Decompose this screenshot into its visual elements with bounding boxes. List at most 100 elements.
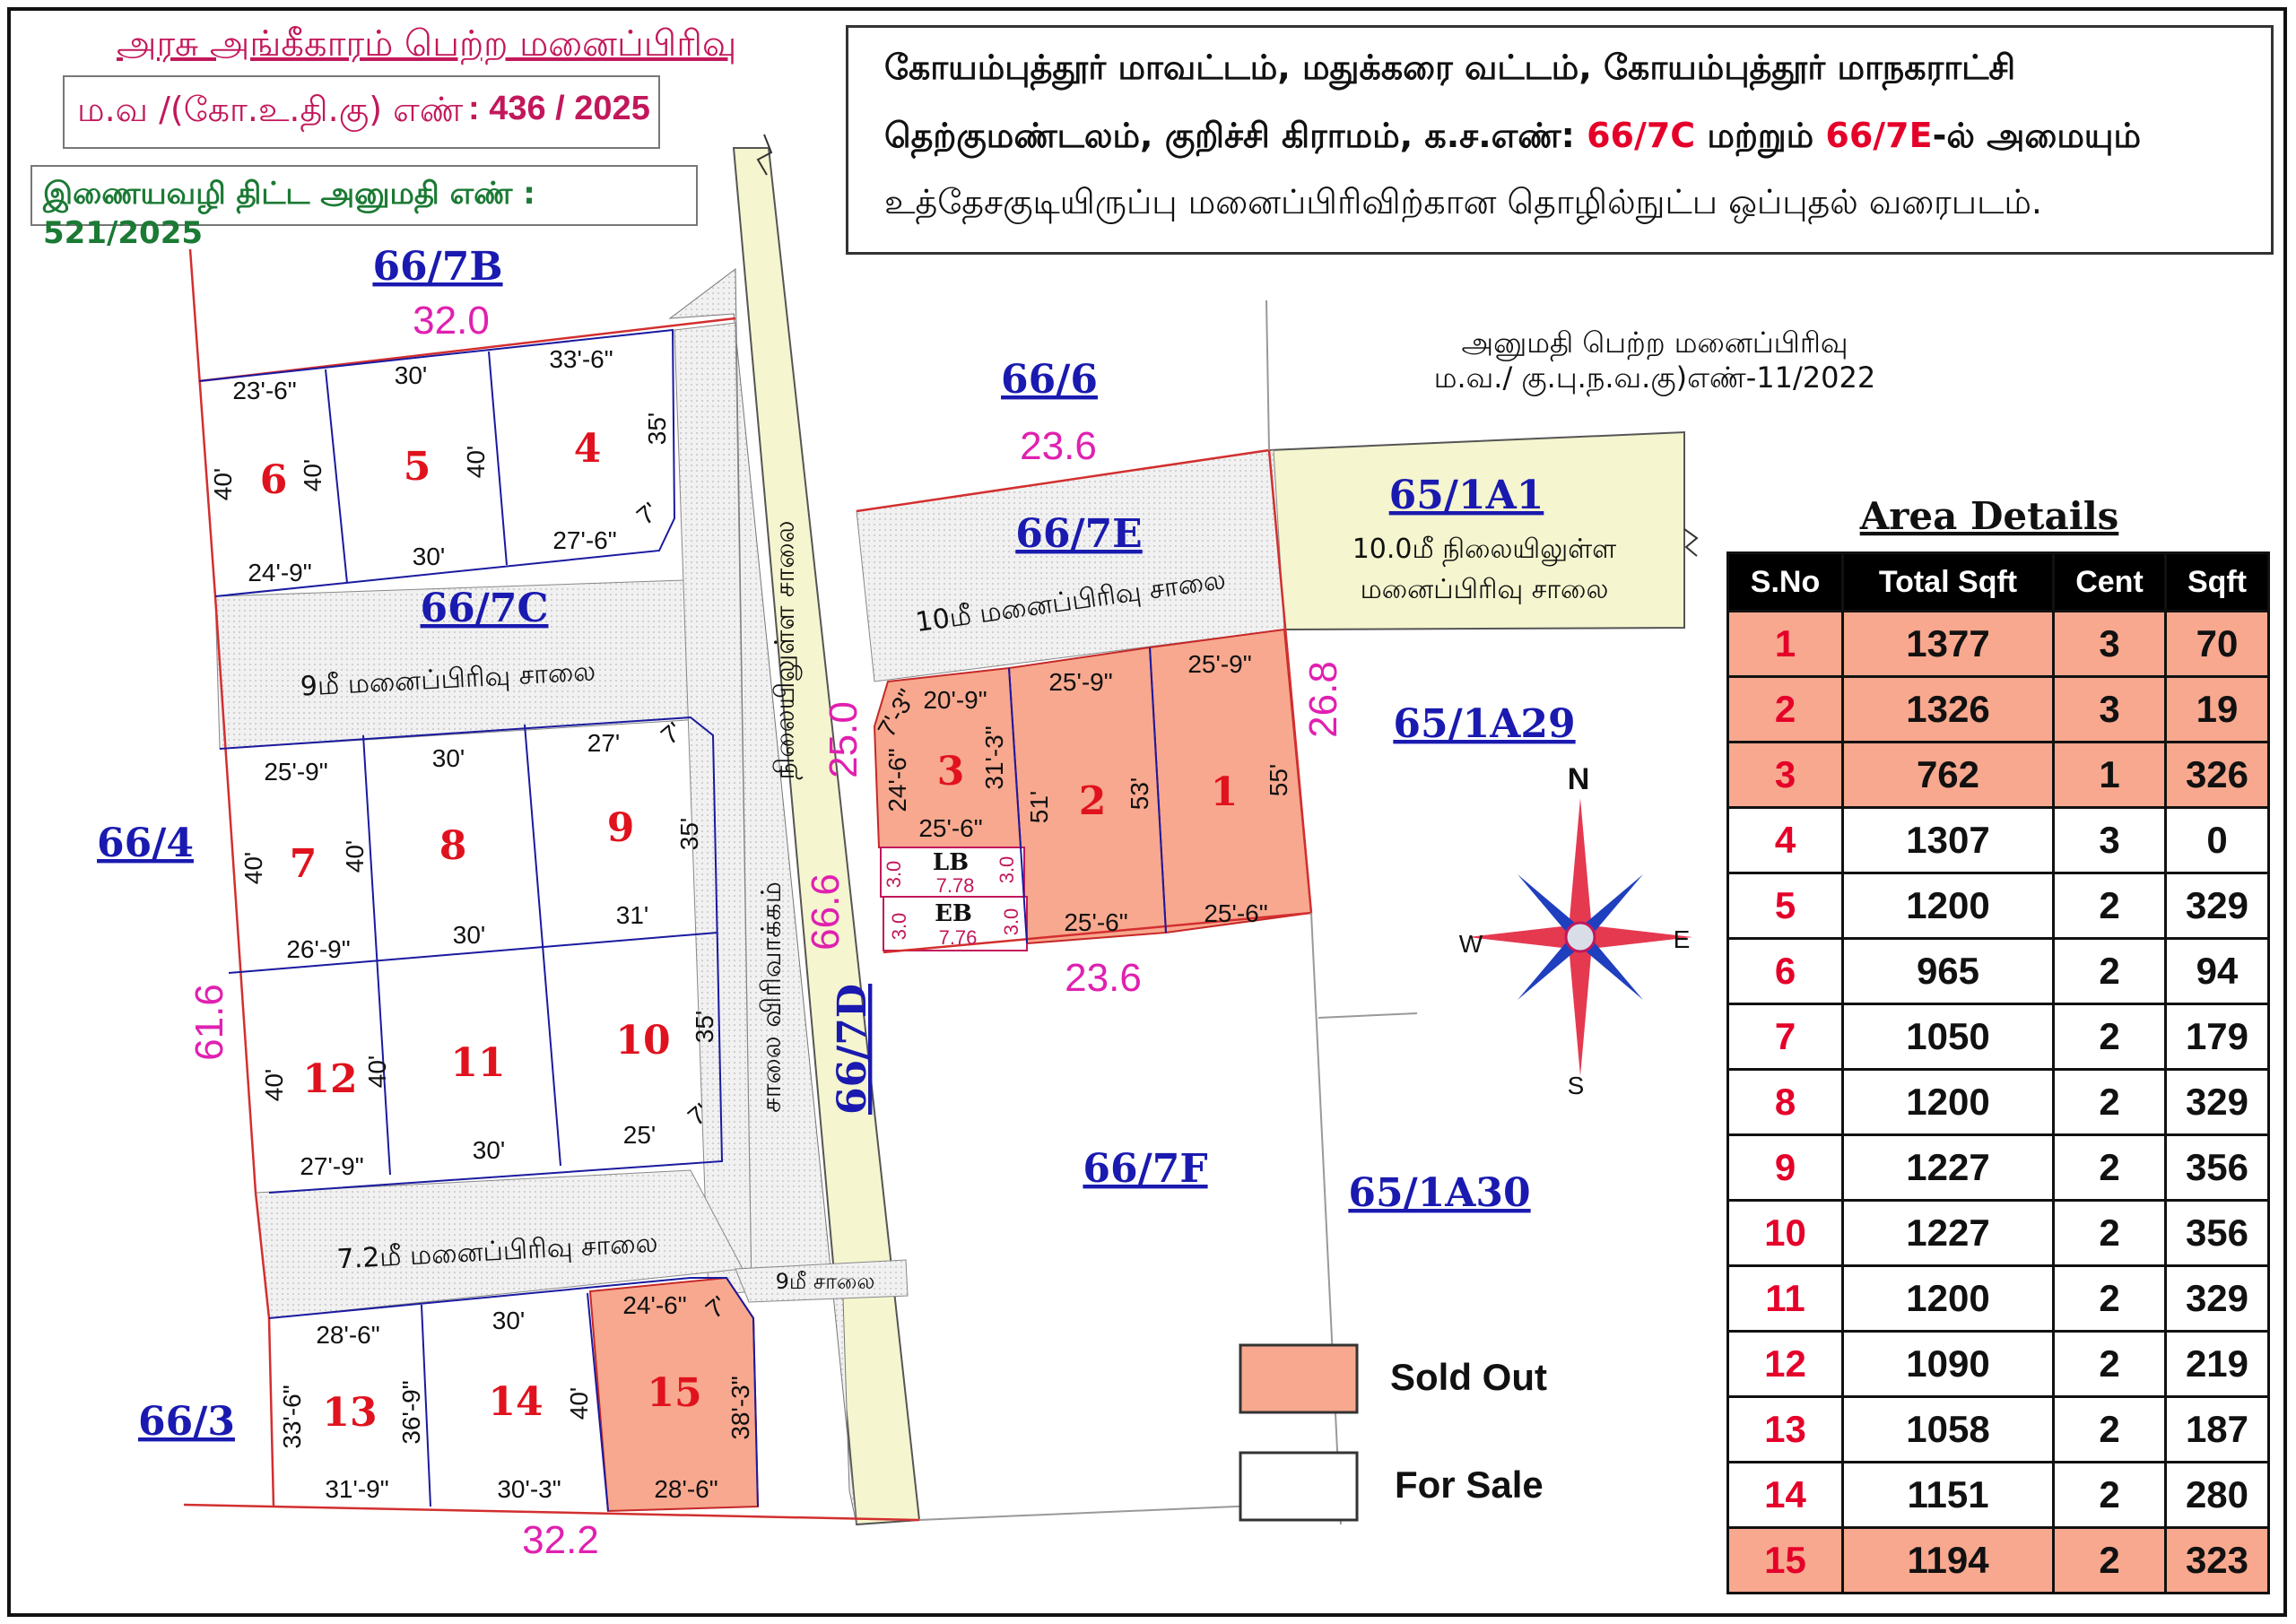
dim-p11-bottom: 30' xyxy=(473,1136,506,1164)
table-cell: 2 xyxy=(2052,1461,2167,1529)
dim-p13-right: 36'-9" xyxy=(397,1380,425,1444)
table-cell: 219 xyxy=(2164,1330,2270,1398)
approval-label: ம.வ /(கோ.உ.தி.கு) எண் xyxy=(77,90,464,129)
dim-p4-bottom: 27'-6" xyxy=(552,526,616,554)
table-header-cell: Total Sqft xyxy=(1841,551,2055,612)
dim-road-width: 25.0 xyxy=(822,701,865,778)
area-details-title: Area Details xyxy=(1859,494,2119,538)
compass-rose-icon xyxy=(1468,798,1692,1076)
dim-p2-right: 53' xyxy=(1126,777,1153,811)
planning-permission: இணையவழி திட்ட அனுமதி எண் : 521/2025 xyxy=(43,176,535,251)
dim-p3-left: 24'-6" xyxy=(883,748,911,812)
existing-layout-line1: அனுமதி பெற்ற மனைப்பிரிவு xyxy=(1462,326,1848,361)
table-cell: 2 xyxy=(2052,1264,2167,1333)
dim-p3-top: 20'-9" xyxy=(923,686,987,714)
plot-7-number: 7 xyxy=(290,841,317,887)
table-cell: 2 xyxy=(2052,1003,2167,1071)
table-cell: 0 xyxy=(2164,806,2270,874)
dim-p1-bottom: 25'-6" xyxy=(1204,899,1267,927)
title-line-2-post: -ல் அமையும் xyxy=(1932,116,2142,155)
dim-p7-bottom: 26'-9" xyxy=(286,935,350,963)
dim-p6-right: 40' xyxy=(299,459,326,492)
dim-p1-right: 55' xyxy=(1265,764,1292,797)
road-label-widening: சாலை விரிவாக்கம் xyxy=(756,881,787,1113)
table-row: 9 1227 2 356 xyxy=(1726,1133,2270,1202)
lb-label: LB xyxy=(933,849,969,876)
dim-p7-top: 25'-9" xyxy=(264,758,327,786)
survey-66-7e: 66/7E xyxy=(1015,511,1142,557)
table-cell: 187 xyxy=(2164,1395,2270,1463)
table-cell: 1090 xyxy=(1841,1330,2055,1398)
table-cell: 1227 xyxy=(1841,1133,2055,1202)
road-widening xyxy=(668,268,857,1525)
compass-n: N xyxy=(1568,762,1590,796)
table-cell: 1194 xyxy=(1841,1526,2055,1594)
table-cell: 356 xyxy=(2164,1133,2270,1202)
dim-p14-right: 40' xyxy=(565,1387,593,1420)
table-cell: 1200 xyxy=(1841,872,2055,940)
dim-p13-bottom: 31'-9" xyxy=(325,1475,388,1503)
dim-p15-right: 38'-3" xyxy=(726,1376,754,1439)
survey-66-7b: 66/7B xyxy=(372,244,502,290)
table-cell-sno: 14 xyxy=(1726,1461,1844,1529)
table-row: 1 1377 3 70 xyxy=(1726,610,2270,678)
table-cell-sno: 1 xyxy=(1726,610,1844,678)
dim-bottom-left: 32.2 xyxy=(522,1518,599,1562)
dim-p9-right: 35' xyxy=(675,818,703,851)
table-row: 8 1200 2 329 xyxy=(1726,1068,2270,1136)
table-cell: 1200 xyxy=(1841,1264,2055,1333)
dim-p4-right: 35' xyxy=(643,413,671,446)
table-row: 14 1151 2 280 xyxy=(1726,1461,2270,1529)
approval-number: : 436 / 2025 xyxy=(468,90,650,127)
lb-right: 3.0 xyxy=(996,856,1018,884)
table-cell-sno: 5 xyxy=(1726,872,1844,940)
survey-65-1a1: 65/1A1 xyxy=(1389,473,1544,518)
table-cell: 179 xyxy=(2164,1003,2270,1071)
dim-top-right: 23.6 xyxy=(1020,424,1097,468)
table-cell: 1151 xyxy=(1841,1461,2055,1529)
dim-p8-bottom: 30' xyxy=(453,921,486,949)
table-cell-sno: 11 xyxy=(1726,1264,1844,1333)
table-cell: 326 xyxy=(2164,741,2270,809)
road-label-10m-a: 10.0மீ நிலையிலுள்ள xyxy=(1352,534,1617,567)
dim-p14-top: 30' xyxy=(492,1307,526,1334)
table-cell: 2 xyxy=(2052,1133,2167,1202)
title-line-1: கோயம்புத்தூர் மாவட்டம், மதுக்கரை வட்டம்,… xyxy=(884,48,2016,87)
dim-p3-bottom: 25'-6" xyxy=(918,814,982,842)
dim-p12-bottom: 27'-9" xyxy=(300,1152,363,1180)
table-cell: 3 xyxy=(2052,806,2167,874)
page-frame xyxy=(7,7,2287,1617)
table-cell: 1377 xyxy=(1841,610,2055,678)
lb-left: 3.0 xyxy=(883,861,905,889)
legend-sold-swatch xyxy=(1239,1343,1359,1414)
survey-66-7c: 66/7C xyxy=(421,586,549,631)
dim-p3-right: 31'-3" xyxy=(980,725,1008,789)
table-cell-sno: 9 xyxy=(1726,1133,1844,1202)
table-row: 12 1090 2 219 xyxy=(1726,1330,2270,1398)
eb-left: 3.0 xyxy=(888,913,910,941)
table-cell: 1 xyxy=(2052,741,2167,809)
dim-p10-right: 35' xyxy=(691,1011,718,1044)
table-row: 2 1326 3 19 xyxy=(1726,675,2270,743)
table-row: 3 762 1 326 xyxy=(1726,741,2270,809)
table-cell-sno: 7 xyxy=(1726,1003,1844,1071)
table-cell-sno: 6 xyxy=(1726,937,1844,1005)
table-cell: 3 xyxy=(2052,610,2167,678)
dim-p15-bottom: 28'-6" xyxy=(654,1475,718,1503)
dim-right: 26.8 xyxy=(1301,661,1345,738)
table-row: 11 1200 2 329 xyxy=(1726,1264,2270,1333)
legend-sale-label: For Sale xyxy=(1395,1463,1544,1506)
table-cell: 2 xyxy=(2052,1199,2167,1267)
dim-road-length: 66.6 xyxy=(804,873,848,951)
table-cell: 3 xyxy=(2052,675,2167,743)
plot-12-number: 12 xyxy=(302,1056,357,1102)
survey-66-7d: 66/7D xyxy=(830,984,875,1115)
plot-2-number: 2 xyxy=(1079,778,1107,824)
title-line-3: உத்தேசகுடியிருப்பு மனைப்பிரிவிற்கான தொழி… xyxy=(884,182,2042,221)
compass-w: W xyxy=(1459,930,1483,958)
road-9m-small xyxy=(735,1259,909,1303)
table-cell: 762 xyxy=(1841,741,2055,809)
plot-11-number: 11 xyxy=(450,1040,505,1086)
dim-p14-bottom: 30'-3" xyxy=(497,1475,561,1503)
road-label-existing: நிலையிலுள்ள சாலை xyxy=(770,520,803,779)
